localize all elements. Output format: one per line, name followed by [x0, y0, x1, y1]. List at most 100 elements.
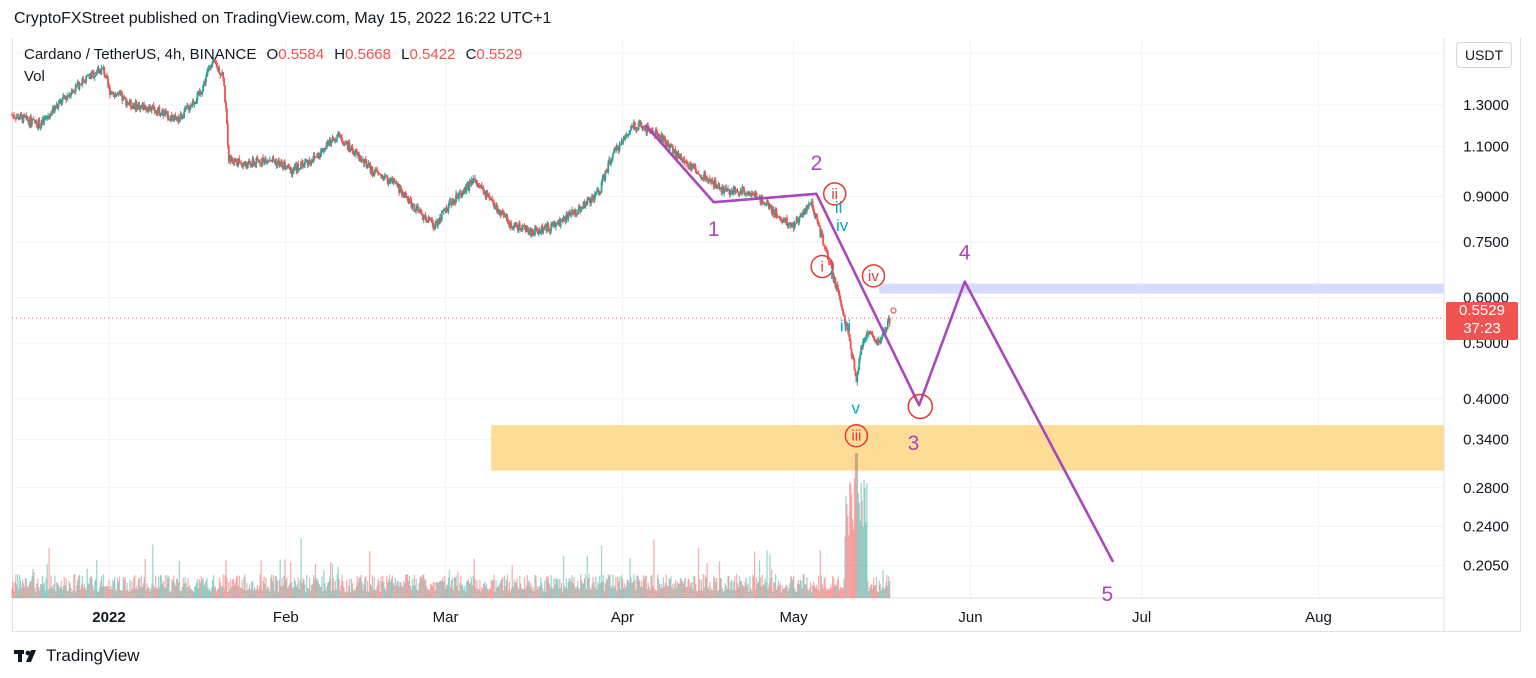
candle-body — [641, 126, 644, 129]
candle-body — [155, 111, 158, 115]
volume-bar — [200, 576, 202, 598]
candle-body — [37, 120, 40, 129]
candle-body — [722, 186, 725, 194]
candle-body — [516, 225, 518, 227]
volume-bar — [740, 580, 743, 598]
volume-bar — [604, 583, 607, 598]
candle-body — [856, 373, 859, 382]
candle-body — [223, 77, 225, 86]
candle-body — [674, 149, 677, 159]
volume-bar — [328, 578, 331, 598]
volume-bar — [111, 588, 113, 598]
candle-body — [345, 141, 348, 144]
candle-body — [308, 159, 311, 163]
candle-body — [350, 146, 353, 151]
circled-wave-marker — [822, 182, 847, 206]
candle-body — [230, 157, 233, 161]
candle-body — [465, 183, 468, 192]
volume-bar — [280, 586, 282, 598]
volume-bar — [391, 575, 394, 598]
volume-bar — [417, 590, 419, 598]
candle-body — [485, 193, 488, 198]
volume-bar — [721, 588, 723, 598]
candle-body — [112, 92, 115, 97]
candle-body — [472, 178, 475, 184]
volume-bar — [357, 582, 359, 598]
volume-bar — [773, 581, 775, 598]
candle-body — [202, 84, 205, 92]
volume-bar — [504, 585, 507, 598]
candle-body — [264, 159, 267, 164]
volume-bar — [430, 584, 433, 598]
volume-bar — [813, 585, 816, 598]
volume-bar — [439, 580, 441, 598]
candle-body — [14, 118, 17, 120]
volume-bar — [655, 590, 657, 598]
candle-body — [542, 228, 545, 231]
volume-bar — [341, 574, 343, 598]
candle-body — [25, 115, 28, 118]
candle-body — [711, 180, 714, 182]
volume-bar — [558, 588, 560, 598]
candle-body — [421, 214, 424, 220]
volume-bar — [564, 587, 567, 598]
candle-body — [119, 93, 122, 96]
candle-body — [859, 354, 862, 360]
candle-body — [43, 118, 46, 122]
candle-body — [268, 160, 271, 162]
volume-bar — [600, 545, 603, 598]
candle-body — [454, 200, 457, 203]
candle-body — [74, 85, 77, 92]
candle-body — [858, 359, 861, 371]
volume-bar — [486, 588, 489, 598]
candle-body — [507, 221, 510, 223]
volume-bar — [148, 587, 150, 598]
tradingview-logo[interactable]: TradingView — [14, 646, 140, 666]
candle-body — [814, 214, 817, 217]
candle-body — [476, 180, 478, 186]
candle-body — [200, 91, 203, 95]
candle-body — [367, 163, 370, 167]
volume-bar — [256, 585, 259, 598]
candle-body — [42, 119, 45, 122]
volume-bar — [682, 583, 685, 598]
candle-body — [739, 190, 742, 194]
volume-bar — [82, 587, 85, 598]
candle-body — [166, 110, 168, 112]
candle-body — [562, 217, 565, 222]
volume-bar — [124, 577, 126, 598]
volume-bar — [223, 588, 225, 598]
volume-bar — [382, 575, 384, 598]
candle-body — [847, 331, 850, 335]
candle-body — [569, 212, 572, 215]
candle-body — [690, 164, 693, 170]
volume-bar — [633, 574, 635, 598]
candle-body — [409, 199, 412, 201]
candle-body — [560, 219, 563, 221]
volume-bar — [761, 574, 763, 598]
candle-body — [794, 223, 797, 225]
candle-body — [617, 147, 620, 151]
volume-bar — [742, 585, 744, 598]
volume-bar — [852, 529, 855, 598]
candle-body — [514, 223, 516, 226]
candle-body — [13, 114, 15, 118]
volume-bar — [695, 583, 697, 598]
candle-body — [488, 195, 491, 199]
volume-bar — [666, 585, 668, 598]
volume-bar — [528, 580, 530, 598]
candle-body — [296, 163, 299, 172]
currency-button[interactable]: USDT — [1456, 42, 1512, 68]
candle-body — [837, 288, 840, 291]
candle-body — [194, 102, 197, 104]
candle-body — [832, 273, 835, 283]
volume-bar — [803, 574, 805, 598]
volume-bar — [367, 580, 369, 598]
candle-body — [838, 290, 841, 296]
volume-bar — [616, 591, 618, 598]
wave-label: 3 — [908, 432, 920, 455]
volume-bar — [629, 558, 631, 598]
candle-body — [243, 163, 245, 166]
candle-body — [293, 167, 296, 170]
